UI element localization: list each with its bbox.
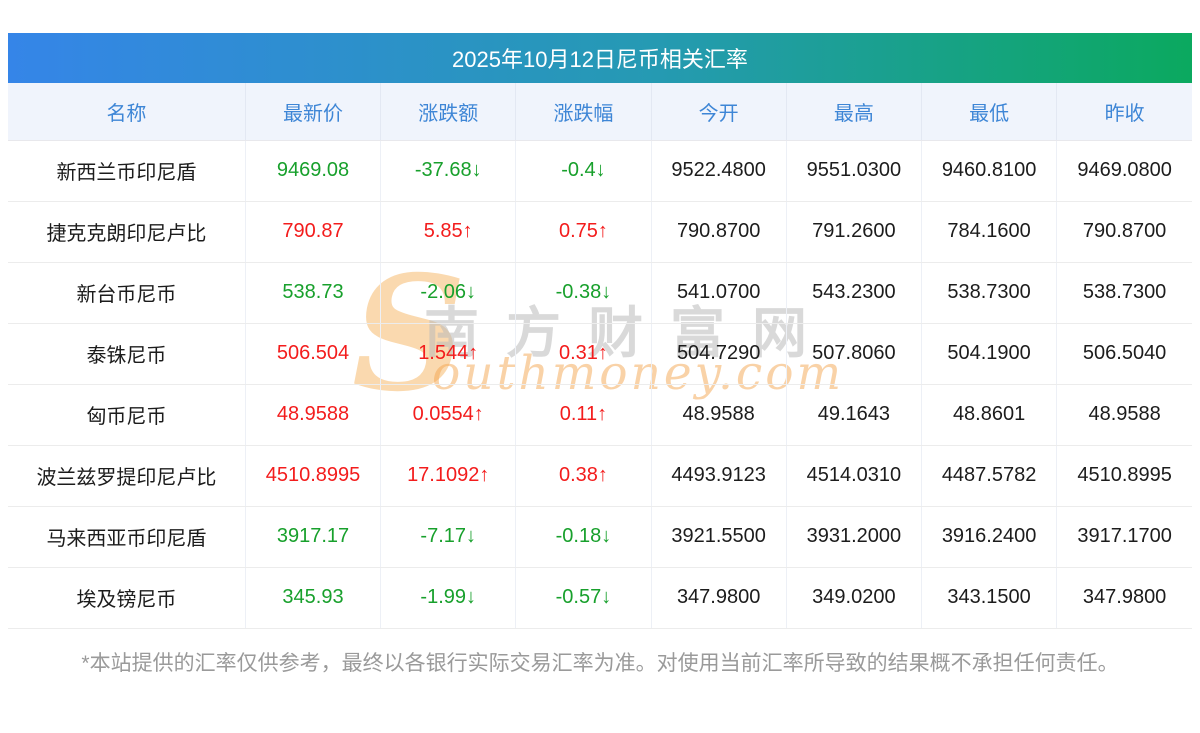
cell-low: 3916.2400: [921, 506, 1058, 568]
cell-open: 504.7290: [651, 323, 787, 385]
cell-open: 3921.5500: [651, 506, 787, 568]
cell-open: 9522.4800: [651, 140, 787, 202]
cell-change: -2.06↓: [380, 262, 517, 324]
cell-change-pct: 0.31↑: [515, 323, 652, 385]
col-header-change: 涨跌额: [380, 83, 517, 141]
cell-change-pct: -0.38↓: [515, 262, 652, 324]
cell-high: 507.8060: [786, 323, 922, 385]
cell-change: 1.544↑: [380, 323, 517, 385]
cell-low: 48.8601: [921, 384, 1058, 446]
cell-open: 4493.9123: [651, 445, 787, 507]
exchange-rates-table: 名称 最新价 涨跌额 涨跌幅 今开 最高 最低 昨收 新西兰币印尼盾 9469.…: [8, 83, 1192, 629]
cell-change-pct: -0.57↓: [515, 567, 652, 629]
col-header-name: 名称: [8, 83, 246, 141]
cell-name: 捷克克朗印尼卢比: [8, 201, 246, 263]
table-row: 捷克克朗印尼卢比 790.87 5.85↑ 0.75↑ 790.8700 791…: [8, 201, 1192, 263]
cell-latest: 538.73: [245, 262, 382, 324]
cell-low: 504.1900: [921, 323, 1058, 385]
col-header-low: 最低: [921, 83, 1058, 141]
col-header-latest: 最新价: [245, 83, 382, 141]
cell-high: 543.2300: [786, 262, 922, 324]
cell-change-pct: -0.18↓: [515, 506, 652, 568]
table-row: 新西兰币印尼盾 9469.08 -37.68↓ -0.4↓ 9522.4800 …: [8, 140, 1192, 202]
col-header-open: 今开: [651, 83, 787, 141]
table-title-bar: 2025年10月12日尼币相关汇率: [8, 33, 1192, 83]
cell-latest: 9469.08: [245, 140, 382, 202]
cell-latest: 3917.17: [245, 506, 382, 568]
cell-low: 9460.8100: [921, 140, 1058, 202]
cell-high: 791.2600: [786, 201, 922, 263]
cell-low: 4487.5782: [921, 445, 1058, 507]
table-title: 2025年10月12日尼币相关汇率: [452, 47, 748, 72]
cell-name: 泰铢尼币: [8, 323, 246, 385]
cell-change: -37.68↓: [380, 140, 517, 202]
cell-low: 343.1500: [921, 567, 1058, 629]
table-row: 埃及镑尼币 345.93 -1.99↓ -0.57↓ 347.9800 349.…: [8, 567, 1192, 629]
cell-high: 9551.0300: [786, 140, 922, 202]
disclaimer-text: *本站提供的汇率仅供参考，最终以各银行实际交易汇率为准。对使用当前汇率所导致的结…: [81, 652, 1119, 675]
cell-change: -7.17↓: [380, 506, 517, 568]
cell-low: 538.7300: [921, 262, 1058, 324]
cell-name: 埃及镑尼币: [8, 567, 246, 629]
cell-prev-close: 506.5040: [1056, 323, 1192, 385]
cell-change-pct: 0.11↑: [515, 384, 652, 446]
cell-latest: 345.93: [245, 567, 382, 629]
cell-latest: 48.9588: [245, 384, 382, 446]
cell-high: 3931.2000: [786, 506, 922, 568]
cell-change: 0.0554↑: [380, 384, 517, 446]
cell-name: 新西兰币印尼盾: [8, 140, 246, 202]
cell-prev-close: 9469.0800: [1056, 140, 1192, 202]
cell-change: -1.99↓: [380, 567, 517, 629]
rates-table-container: 2025年10月12日尼币相关汇率 名称 最新价 涨跌额 涨跌幅 今开 最高 最…: [8, 33, 1192, 629]
cell-name: 波兰兹罗提印尼卢比: [8, 445, 246, 507]
cell-high: 49.1643: [786, 384, 922, 446]
col-header-prev-close: 昨收: [1056, 83, 1192, 141]
col-header-high: 最高: [786, 83, 922, 141]
cell-open: 541.0700: [651, 262, 787, 324]
cell-change-pct: -0.4↓: [515, 140, 652, 202]
cell-name: 新台币尼币: [8, 262, 246, 324]
table-row: 匈币尼币 48.9588 0.0554↑ 0.11↑ 48.9588 49.16…: [8, 384, 1192, 446]
cell-open: 48.9588: [651, 384, 787, 446]
cell-change: 5.85↑: [380, 201, 517, 263]
cell-latest: 506.504: [245, 323, 382, 385]
cell-latest: 790.87: [245, 201, 382, 263]
cell-change-pct: 0.38↑: [515, 445, 652, 507]
cell-latest: 4510.8995: [245, 445, 382, 507]
col-header-change-pct: 涨跌幅: [515, 83, 652, 141]
cell-name: 马来西亚币印尼盾: [8, 506, 246, 568]
cell-low: 784.1600: [921, 201, 1058, 263]
table-row: 泰铢尼币 506.504 1.544↑ 0.31↑ 504.7290 507.8…: [8, 323, 1192, 385]
cell-change: 17.1092↑: [380, 445, 517, 507]
cell-high: 349.0200: [786, 567, 922, 629]
cell-prev-close: 48.9588: [1056, 384, 1192, 446]
table-row: 波兰兹罗提印尼卢比 4510.8995 17.1092↑ 0.38↑ 4493.…: [8, 445, 1192, 507]
table-row: 马来西亚币印尼盾 3917.17 -7.17↓ -0.18↓ 3921.5500…: [8, 506, 1192, 568]
cell-open: 790.8700: [651, 201, 787, 263]
cell-change-pct: 0.75↑: [515, 201, 652, 263]
cell-prev-close: 347.9800: [1056, 567, 1192, 629]
cell-prev-close: 4510.8995: [1056, 445, 1192, 507]
cell-prev-close: 3917.1700: [1056, 506, 1192, 568]
cell-high: 4514.0310: [786, 445, 922, 507]
table-row: 新台币尼币 538.73 -2.06↓ -0.38↓ 541.0700 543.…: [8, 262, 1192, 324]
cell-prev-close: 538.7300: [1056, 262, 1192, 324]
cell-name: 匈币尼币: [8, 384, 246, 446]
header-row: 名称 最新价 涨跌额 涨跌幅 今开 最高 最低 昨收: [8, 83, 1192, 141]
cell-prev-close: 790.8700: [1056, 201, 1192, 263]
cell-open: 347.9800: [651, 567, 787, 629]
